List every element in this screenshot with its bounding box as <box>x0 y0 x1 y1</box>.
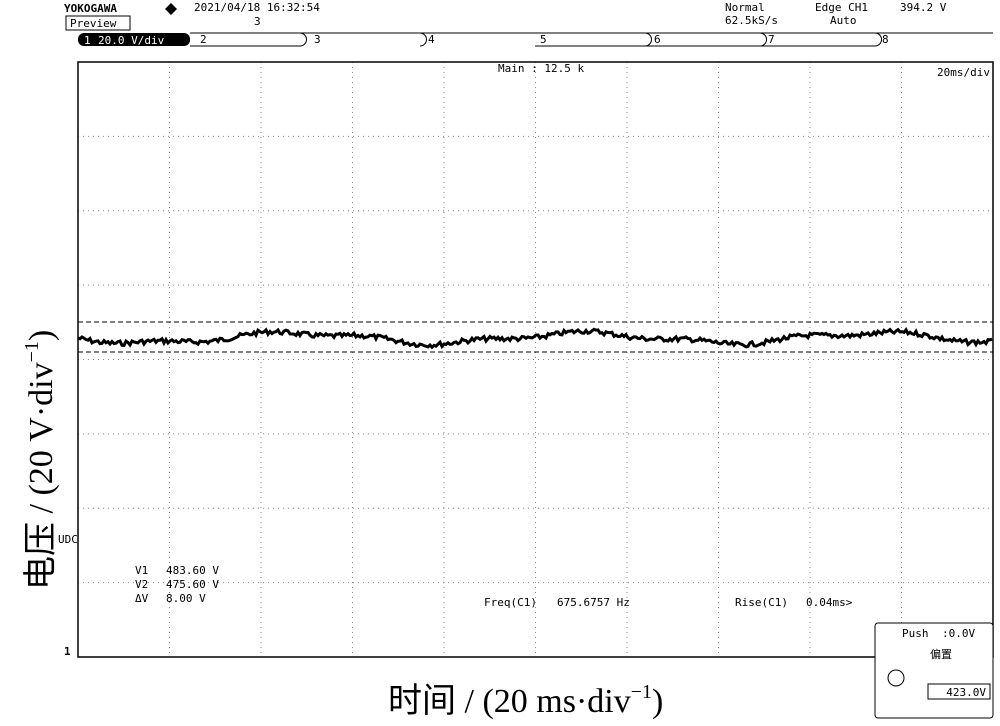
knob-icon <box>887 669 905 687</box>
timebase-scale: 20ms/div <box>937 66 990 79</box>
ch6: 6 <box>654 33 661 46</box>
v1-label: V1 <box>135 564 148 577</box>
y-label: 电压 / (20 V·div <box>22 362 60 590</box>
acq-count: 3 <box>254 15 261 28</box>
y-close: ) <box>23 330 60 341</box>
panel-value: 423.0V <box>946 686 986 699</box>
ch1: 1 <box>84 34 91 47</box>
udc-marker: UDC <box>58 533 78 546</box>
y-label-text: 电压 / (20 V·div−1) <box>21 330 60 590</box>
x-sup: −1 <box>631 681 652 703</box>
value-box <box>927 683 991 700</box>
v2-label: V2 <box>135 578 148 591</box>
freq-label: Freq(C1) <box>484 596 537 609</box>
trigger-source: Edge CH1 <box>815 1 868 14</box>
x-label: 时间 / (20 ms·div <box>388 683 631 720</box>
v2-value: 475.60 V <box>166 578 219 591</box>
ground-marker: 1 <box>64 645 71 658</box>
dv-value: 8.00 V <box>166 592 206 605</box>
brand: YOKOGAWA <box>64 2 117 15</box>
timebase-main: Main : 12.5 k <box>498 62 584 75</box>
push-offset: :0.0V <box>942 627 975 640</box>
ch5: 5 <box>540 33 547 46</box>
mode: Preview <box>70 17 117 30</box>
brand-diamond <box>165 3 177 15</box>
dv-label: ΔV <box>135 592 149 605</box>
waveform <box>77 326 993 350</box>
rise-label: Rise(C1) <box>735 596 788 609</box>
x-close: ) <box>652 683 663 720</box>
ch8: 8 <box>882 33 889 46</box>
grid <box>78 62 993 657</box>
trigger-type: Auto <box>830 14 857 27</box>
x-label-text: 时间 / (20 ms·div−1) <box>388 681 663 720</box>
preview-box <box>65 15 131 31</box>
datetime: 2021/04/18 16:32:54 <box>194 1 320 14</box>
y-axis-label: 电压 / (20 V·div−1) <box>21 330 60 590</box>
freq-value: 675.6757 Hz <box>557 596 630 609</box>
push-label: Push <box>902 627 929 640</box>
push-panel <box>874 622 994 719</box>
trigger-level: 394.2 V <box>900 1 947 14</box>
ch1-tab <box>78 33 190 46</box>
ch1-scale: 20.0 V/div <box>98 34 165 47</box>
channel-tabs <box>190 32 993 47</box>
ch2: 2 <box>200 33 207 46</box>
rise-value: 0.04ms> <box>806 596 853 609</box>
screen-frame <box>77 61 994 658</box>
trigger-mode: Normal <box>725 1 765 14</box>
y-sup: −1 <box>21 341 43 362</box>
ch7: 7 <box>768 33 775 46</box>
sample-rate: 62.5kS/s <box>725 14 778 27</box>
ch3: 3 <box>314 33 321 46</box>
v1-value: 483.60 V <box>166 564 219 577</box>
panel-title: 偏置 <box>930 647 952 661</box>
ch4: 4 <box>428 33 435 46</box>
